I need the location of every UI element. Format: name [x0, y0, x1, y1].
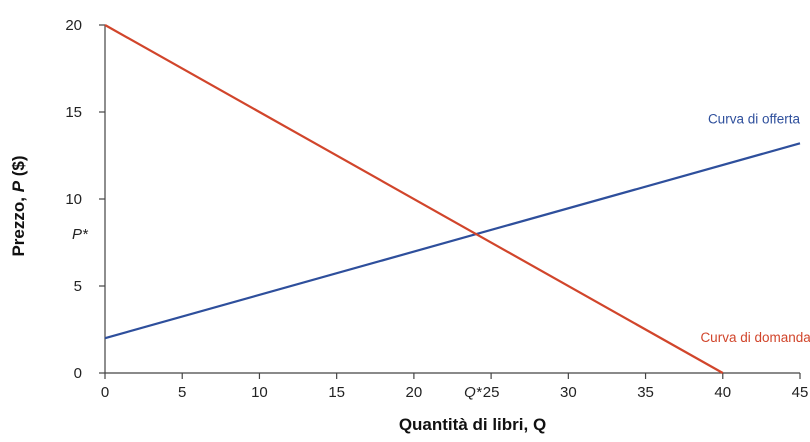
x-tick-label: 45 — [792, 384, 809, 401]
x-tick-label: 30 — [560, 384, 577, 401]
y-tick-label: 5 — [74, 278, 82, 295]
y-tick-label: 10 — [65, 191, 82, 208]
series-labels: Curva di offerta Curva di domanda — [700, 111, 810, 345]
y-axis-title-variable: P — [9, 180, 28, 192]
demand-curve-line — [104, 24, 724, 374]
supply-curve-line — [104, 142, 801, 340]
x-tick-label: 35 — [637, 384, 654, 401]
x-tick-label: 20 — [406, 384, 423, 401]
x-tick-label: 0 — [101, 384, 109, 401]
series-lines — [104, 24, 801, 374]
p-star-label: P* — [72, 226, 89, 243]
x-tick-label: 25 — [483, 384, 500, 401]
x-tick-label: 5 — [178, 384, 186, 401]
q-star-label: Q* — [464, 384, 483, 401]
y-ticks: 0 5 10 15 20 — [65, 17, 105, 382]
y-tick-label: 0 — [74, 365, 82, 382]
x-axis-title: Quantità di libri, Q — [399, 415, 546, 434]
x-tick-label: 10 — [251, 384, 268, 401]
x-tick-label: 40 — [714, 384, 731, 401]
y-tick-label: 20 — [65, 17, 82, 34]
y-axis-title-suffix: ($) — [9, 155, 28, 181]
y-axis-title: Prezzo, P ($) — [9, 155, 28, 256]
y-axis-title-prefix: Prezzo, — [9, 192, 28, 256]
demand-curve-label: Curva di domanda — [700, 330, 810, 345]
axes — [104, 25, 800, 374]
x-ticks: 0 5 10 15 20 25 30 35 40 45 — [101, 373, 809, 401]
y-tick-label: 15 — [65, 104, 82, 121]
supply-curve-label: Curva di offerta — [708, 111, 801, 126]
x-tick-label: 15 — [328, 384, 345, 401]
